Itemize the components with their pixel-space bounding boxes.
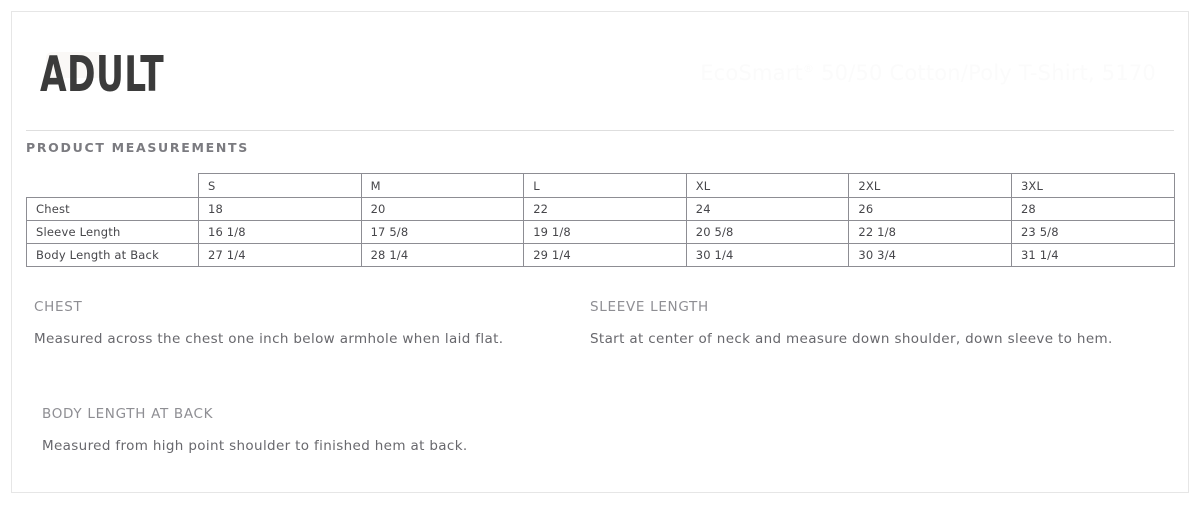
column-header-s: S: [198, 173, 362, 198]
cell-sleeve-s: 16 1/8: [198, 220, 362, 244]
row-label-body-length-at-back: Body Length at Back: [26, 243, 199, 267]
product-name-text: EcoSmart: [700, 61, 803, 85]
size-chart-card: ADULT EcoSmart® 50/50 Cotton/Poly T-Shir…: [11, 11, 1189, 493]
cell-chest-2xl: 26: [848, 197, 1012, 221]
description-title-body-length-at-back: BODY LENGTH AT BACK: [42, 406, 214, 422]
description-body-sleeve-length: Start at center of neck and measure down…: [590, 331, 1113, 347]
cell-body-3xl: 31 1/4: [1010, 243, 1175, 267]
registered-trademark-icon: ®: [803, 62, 815, 75]
description-chest: CHEST Measured across the chest one inch…: [34, 298, 564, 353]
column-header-3xl: 3XL: [1010, 173, 1175, 198]
cell-body-l: 29 1/4: [523, 243, 687, 267]
description-body-chest: Measured across the chest one inch below…: [34, 331, 504, 347]
description-title-chest: CHEST: [34, 299, 83, 315]
header: ADULT EcoSmart® 50/50 Cotton/Poly T-Shir…: [26, 12, 1174, 119]
cell-chest-xl: 24: [685, 197, 850, 221]
description-column-left: CHEST Measured across the chest one inch…: [34, 298, 564, 454]
cell-sleeve-xl: 20 5/8: [685, 220, 850, 244]
description-title-sleeve-length: SLEEVE LENGTH: [590, 299, 709, 315]
table-corner-cell: [27, 174, 199, 198]
measurements-table: S M L XL 2XL 3XL Chest 18 20: [26, 173, 1175, 267]
row-label-chest: Chest: [26, 197, 199, 221]
cell-sleeve-m: 17 5/8: [360, 220, 525, 244]
table-row: Chest 18 20 22 24 26 28: [26, 197, 1175, 221]
description-column-right: SLEEVE LENGTH Start at center of neck an…: [590, 298, 1120, 353]
column-header-l: L: [523, 173, 687, 198]
cell-chest-s: 18: [198, 197, 362, 221]
column-header-xl: XL: [685, 173, 850, 198]
row-label-sleeve-length: Sleeve Length: [26, 220, 199, 244]
description-sleeve-length: SLEEVE LENGTH Start at center of neck an…: [590, 298, 1120, 353]
cell-chest-3xl: 28: [1010, 197, 1175, 221]
cell-body-m: 28 1/4: [360, 243, 525, 267]
table-row: Sleeve Length 16 1/8 17 5/8 19 1/8 20 5/…: [26, 220, 1175, 244]
section-label-product-measurements: PRODUCT MEASUREMENTS: [26, 140, 249, 155]
column-header-2xl: 2XL: [848, 173, 1012, 198]
cell-sleeve-l: 19 1/8: [523, 220, 687, 244]
cell-sleeve-2xl: 22 1/8: [848, 220, 1012, 244]
product-name-watermark: EcoSmart® 50/50 Cotton/Poly T-Shirt, 517…: [700, 56, 1156, 86]
column-header-m: M: [360, 173, 525, 198]
description-body-body-length-at-back: Measured from high point shoulder to fin…: [42, 438, 468, 454]
title-background-smudge: [46, 52, 104, 78]
measurements-table-wrap: S M L XL 2XL 3XL Chest 18 20: [26, 173, 1175, 267]
cell-chest-m: 20: [360, 197, 525, 221]
header-divider: [26, 130, 1174, 131]
cell-chest-l: 22: [523, 197, 687, 221]
page-title: ADULT: [40, 46, 165, 103]
cell-body-s: 27 1/4: [198, 243, 362, 267]
cell-sleeve-3xl: 23 5/8: [1010, 220, 1175, 244]
cell-body-2xl: 30 3/4: [848, 243, 1012, 267]
description-body-length-at-back: BODY LENGTH AT BACK Measured from high p…: [42, 405, 572, 460]
product-name-suffix: 50/50 Cotton/Poly T-Shirt, 5170: [814, 61, 1156, 85]
table-row: Body Length at Back 27 1/4 28 1/4 29 1/4…: [26, 243, 1175, 267]
table-header-row: S M L XL 2XL 3XL: [27, 173, 1175, 198]
cell-body-xl: 30 1/4: [685, 243, 850, 267]
